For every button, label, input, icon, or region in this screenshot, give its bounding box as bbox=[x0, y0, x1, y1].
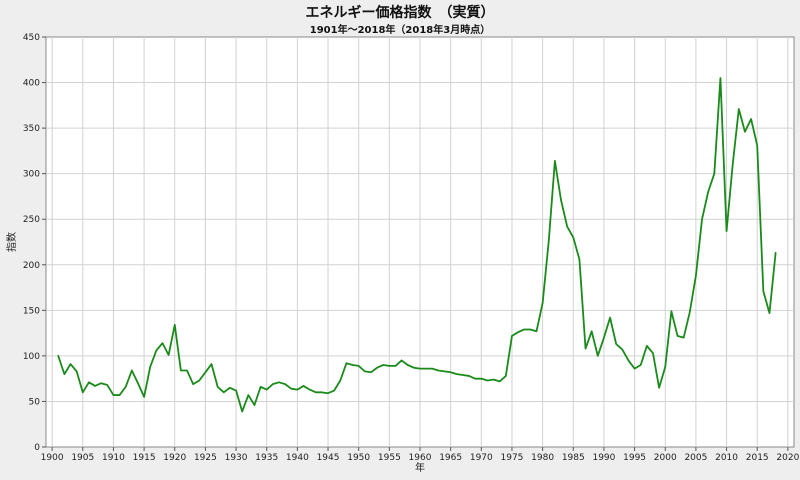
x-tick-label: 1980 bbox=[531, 453, 554, 463]
y-axis-label: 指数 bbox=[5, 232, 18, 252]
x-tick-label: 1945 bbox=[317, 453, 340, 463]
x-tick-label: 1995 bbox=[623, 453, 646, 463]
x-tick-label: 1950 bbox=[347, 453, 370, 463]
x-tick-label: 1965 bbox=[439, 453, 462, 463]
x-tick-label: 1920 bbox=[163, 453, 186, 463]
y-tick-label: 350 bbox=[23, 124, 40, 134]
grid-layer bbox=[46, 37, 794, 447]
series-line bbox=[57, 77, 777, 413]
x-tick-label: 1935 bbox=[255, 453, 278, 463]
series-layer bbox=[57, 77, 777, 413]
x-tick-label: 1990 bbox=[592, 453, 615, 463]
x-tick-label: 1910 bbox=[102, 453, 125, 463]
x-tick-label: 2000 bbox=[654, 453, 677, 463]
y-tick-label: 100 bbox=[23, 352, 40, 362]
y-tick-label: 300 bbox=[23, 170, 40, 180]
x-tick-label: 1940 bbox=[286, 453, 309, 463]
x-tick-label: 1915 bbox=[133, 453, 156, 463]
x-tick-label: 1960 bbox=[409, 453, 432, 463]
y-tick-label: 400 bbox=[23, 79, 40, 89]
x-tick-label: 2015 bbox=[746, 453, 769, 463]
x-tick-label: 1925 bbox=[194, 453, 217, 463]
chart-title: エネルギー価格指数 （実質） bbox=[305, 5, 495, 21]
x-tick-label: 1905 bbox=[71, 453, 94, 463]
tick-layer: 0 50 100 150 200 250 300 350 400 450 1900 1905 1910 1… bbox=[23, 33, 800, 463]
x-tick-label: 1900 bbox=[41, 453, 64, 463]
x-tick-label: 1955 bbox=[378, 453, 401, 463]
y-tick-label: 0 bbox=[34, 443, 40, 453]
x-axis-label: 年 bbox=[415, 461, 425, 474]
y-tick-label: 200 bbox=[23, 261, 40, 271]
x-tick-label: 1930 bbox=[225, 453, 248, 463]
x-tick-label: 1970 bbox=[470, 453, 493, 463]
y-tick-label: 250 bbox=[23, 215, 40, 225]
x-tick-label: 2005 bbox=[684, 453, 707, 463]
chart-subtitle: 1901年～2018年（2018年3月時点） bbox=[309, 25, 491, 36]
y-tick-label: 150 bbox=[23, 306, 40, 316]
x-tick-label: 1975 bbox=[501, 453, 524, 463]
x-tick-label: 2020 bbox=[776, 453, 799, 463]
x-tick-label: 2010 bbox=[715, 453, 738, 463]
x-tick-label: 1985 bbox=[562, 453, 585, 463]
y-tick-label: 50 bbox=[29, 397, 41, 407]
y-tick-label: 450 bbox=[23, 33, 40, 43]
